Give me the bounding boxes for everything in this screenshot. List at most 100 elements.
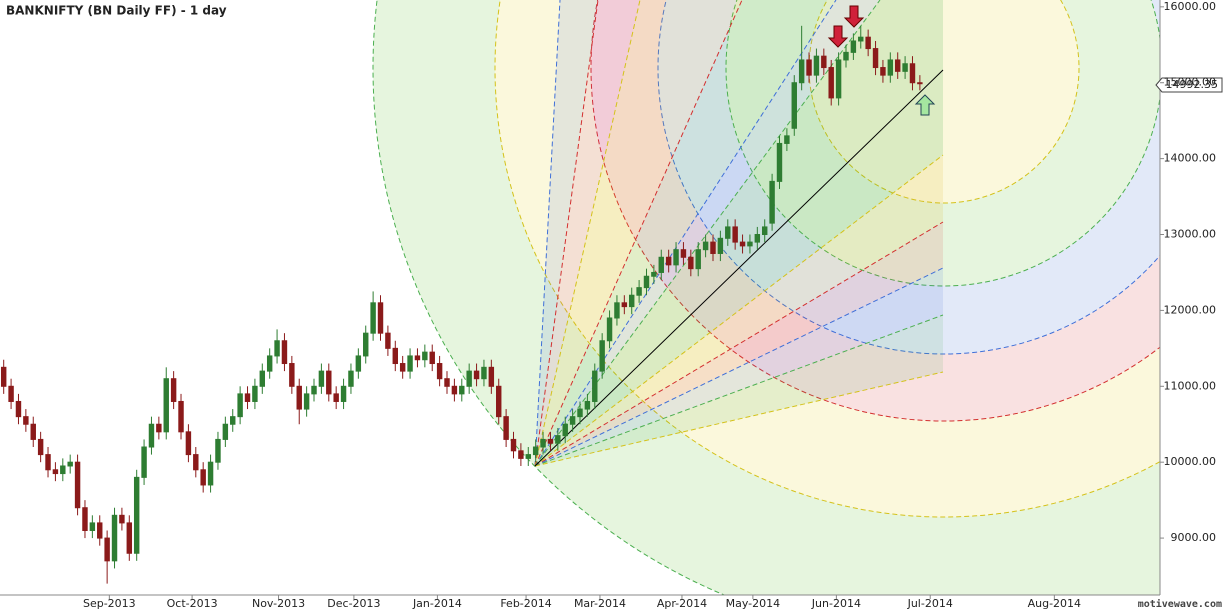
- candle-body: [673, 249, 679, 266]
- x-tick-label: Aug-2014: [1028, 597, 1081, 610]
- candle-body: [141, 446, 147, 478]
- candle-body: [74, 461, 81, 509]
- candle-body: [0, 366, 7, 387]
- x-tick-label: Dec-2013: [327, 597, 380, 610]
- candle-body: [451, 385, 458, 395]
- candle-body: [15, 400, 22, 418]
- candle-body: [326, 370, 332, 395]
- candle-body: [392, 347, 399, 365]
- y-tick-label: 9000.00: [1171, 531, 1217, 544]
- candle-body: [148, 423, 155, 448]
- y-tick-label: 11000.00: [1164, 379, 1217, 392]
- candle-body: [436, 363, 443, 380]
- candle-body: [422, 351, 428, 361]
- candle-body: [274, 340, 280, 357]
- candle-body: [385, 332, 391, 349]
- candle-body: [466, 370, 472, 387]
- candle-body: [23, 416, 29, 425]
- x-tick-label: Jul-2014: [907, 597, 953, 610]
- candle-body: [8, 385, 14, 402]
- candle-body: [193, 454, 199, 471]
- candle-body: [880, 67, 886, 76]
- candle-body: [518, 450, 524, 459]
- candle-body: [835, 59, 842, 99]
- candle-body: [30, 423, 36, 440]
- candle-body: [629, 294, 635, 308]
- candle-body: [806, 59, 812, 76]
- candle-body: [798, 59, 805, 84]
- candle-body: [399, 363, 406, 372]
- candle-body: [747, 241, 753, 247]
- candle-body: [850, 40, 857, 53]
- chart-title: BANKNIFTY (BN Daily FF) - 1 day: [6, 4, 227, 18]
- candle-body: [459, 385, 465, 395]
- candle-body: [569, 416, 576, 425]
- candle-body: [858, 36, 864, 42]
- candle-body: [170, 378, 177, 402]
- candle-body: [813, 55, 820, 76]
- candle-body: [503, 416, 509, 440]
- candle-body: [266, 355, 273, 372]
- candle-body: [606, 317, 613, 342]
- candle-body: [259, 370, 266, 387]
- x-tick-label: Jan-2014: [412, 597, 462, 610]
- candle-body: [695, 249, 701, 270]
- y-tick-label: 16000.00: [1164, 0, 1217, 13]
- candle-body: [865, 36, 871, 50]
- candle-body: [52, 469, 59, 475]
- x-tick-label: Feb-2014: [500, 597, 551, 610]
- candle-body: [104, 537, 110, 562]
- candle-body: [289, 363, 295, 387]
- candle-body: [89, 522, 96, 531]
- candle-body: [252, 385, 258, 402]
- candle-body: [163, 378, 169, 433]
- candle-body: [340, 385, 347, 402]
- candle-body: [281, 340, 288, 365]
- candle-body: [658, 256, 664, 273]
- candle-body: [887, 59, 894, 76]
- x-tick-label: Sep-2013: [83, 597, 136, 610]
- candle-body: [237, 393, 243, 418]
- candle-body: [555, 435, 561, 444]
- candle-body: [318, 370, 325, 387]
- candle-body: [444, 378, 450, 387]
- candle-body: [872, 48, 879, 69]
- x-tick-label: Nov-2013: [252, 597, 305, 610]
- candle-body: [540, 438, 546, 448]
- candle-body: [732, 226, 738, 243]
- candle-body: [244, 393, 251, 402]
- candle-body: [843, 51, 849, 61]
- x-tick-label: May-2014: [726, 597, 781, 610]
- candle-body: [296, 385, 302, 410]
- candle-body: [111, 514, 118, 562]
- candle-body: [525, 454, 531, 459]
- candle-body: [207, 461, 214, 486]
- candle-body: [592, 370, 598, 402]
- candle-body: [363, 332, 369, 357]
- y-tick-label: 15000.00: [1164, 76, 1217, 89]
- candle-body: [67, 461, 73, 467]
- y-tick-label: 12000.00: [1164, 303, 1217, 316]
- candle-body: [215, 438, 221, 463]
- candle-body: [665, 256, 672, 266]
- candle-body: [636, 287, 642, 296]
- candle-body: [60, 465, 66, 475]
- candle-body: [414, 355, 421, 361]
- candle-body: [761, 226, 768, 236]
- candle-body: [784, 135, 790, 144]
- candle-body: [510, 438, 517, 452]
- y-tick-label: 14000.00: [1164, 152, 1217, 165]
- x-tick-label: Jun-2014: [811, 597, 861, 610]
- candle-body: [119, 514, 125, 524]
- candle-body: [710, 241, 716, 254]
- candle-body: [651, 271, 657, 277]
- candle-body: [577, 408, 583, 418]
- candle-body: [333, 393, 339, 402]
- candle-body: [222, 423, 229, 440]
- candle-body: [599, 340, 605, 372]
- candle-body: [725, 226, 731, 239]
- candle-body: [481, 366, 487, 380]
- candle-body: [348, 370, 354, 387]
- candle-body: [355, 355, 362, 372]
